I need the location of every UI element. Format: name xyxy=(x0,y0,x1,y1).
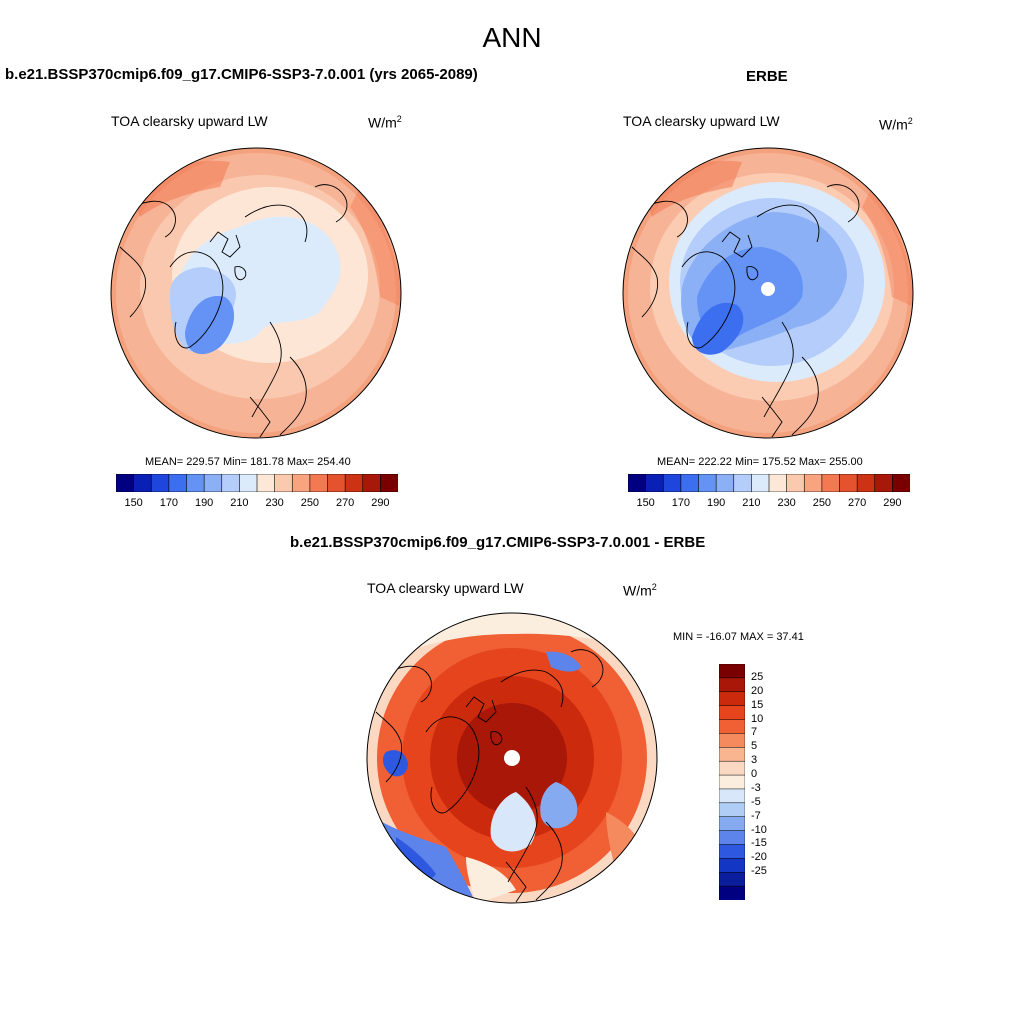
colorbar-tick-label: 0 xyxy=(751,768,758,781)
colorbar-swatch xyxy=(719,664,745,679)
colorbar-swatch xyxy=(133,474,152,492)
colorbar-swatch xyxy=(628,474,647,492)
colorbar-tick-label: 290 xyxy=(883,497,902,509)
colorbar-swatch xyxy=(786,474,805,492)
colorbar-tick-label: 270 xyxy=(335,497,355,509)
colorbar-tick-label: 190 xyxy=(194,497,214,509)
colorbar-swatch xyxy=(719,816,745,832)
colorbar-swatch xyxy=(256,474,276,492)
colorbar-swatch xyxy=(719,719,745,734)
colorbar-swatch xyxy=(719,733,745,748)
panel2-stats: MEAN= 222.22 Min= 175.52 Max= 255.00 xyxy=(657,456,863,468)
colorbar-tick-label: 170 xyxy=(159,497,179,509)
colorbar-tick-label: 20 xyxy=(751,684,764,697)
panel3-colorbar xyxy=(719,664,745,900)
page-title: ANN xyxy=(482,22,542,53)
colorbar-swatch xyxy=(309,474,329,492)
colorbar-swatch xyxy=(719,844,745,859)
colorbar-swatch xyxy=(719,747,745,762)
colorbar-tick-label: 15 xyxy=(751,698,764,711)
colorbar-tick-label: -15 xyxy=(751,837,767,850)
colorbar-swatch xyxy=(719,858,745,873)
colorbar-tick-label: 10 xyxy=(751,712,764,725)
colorbar-swatch xyxy=(768,474,788,492)
panel3-stats: MIN = -16.07 MAX = 37.41 xyxy=(673,631,804,643)
colorbar-swatch xyxy=(221,474,240,492)
colorbar-tick-label: 25 xyxy=(751,670,764,683)
colorbar-tick-label: 230 xyxy=(265,497,284,509)
colorbar-tick-label: -10 xyxy=(751,823,767,836)
colorbar-tick-label: 210 xyxy=(742,497,761,509)
panel1-units: W/m2 xyxy=(368,114,402,131)
colorbar-tick-label: 290 xyxy=(371,497,390,509)
colorbar-swatch xyxy=(291,474,311,492)
colorbar-swatch xyxy=(715,474,735,492)
colorbar-swatch xyxy=(839,474,858,492)
colorbar-tick-label: 5 xyxy=(751,740,758,753)
colorbar-swatch xyxy=(751,474,770,492)
colorbar-swatch xyxy=(698,474,717,492)
colorbar-swatch xyxy=(733,474,752,492)
colorbar-tick-label: -20 xyxy=(751,851,767,864)
colorbar-swatch xyxy=(719,871,745,887)
panel2-case-title: ERBE xyxy=(746,68,788,85)
colorbar-swatch xyxy=(344,474,364,492)
colorbar-swatch xyxy=(719,885,745,900)
panel2-variable-name: TOA clearsky upward LW xyxy=(623,113,780,129)
colorbar-swatch xyxy=(662,474,682,492)
colorbar-swatch xyxy=(380,474,398,492)
colorbar-tick-label: 190 xyxy=(706,497,726,509)
panel2-units: W/m2 xyxy=(879,116,913,133)
panel1-case-title: b.e21.BSSP370cmip6.f09_g17.CMIP6-SSP3-7.… xyxy=(5,66,478,83)
colorbar-tick-label: -7 xyxy=(751,809,761,822)
colorbar-tick-label: 7 xyxy=(751,726,758,739)
colorbar-swatch xyxy=(203,474,223,492)
colorbar-swatch xyxy=(186,474,205,492)
colorbar-tick-label: -5 xyxy=(751,795,761,808)
colorbar-swatch xyxy=(719,760,745,776)
panel2-colorbar xyxy=(628,474,910,492)
colorbar-tick-label: 3 xyxy=(751,754,758,767)
colorbar-swatch xyxy=(362,474,381,492)
colorbar-tick-label: 250 xyxy=(300,497,320,509)
panel3-polar-map xyxy=(366,612,658,904)
panel3-units: W/m2 xyxy=(623,582,657,599)
colorbar-tick-label: 210 xyxy=(230,497,249,509)
panel3-variable-name: TOA clearsky upward LW xyxy=(367,580,524,596)
colorbar-swatch xyxy=(719,774,745,790)
colorbar-swatch xyxy=(719,677,745,693)
colorbar-swatch xyxy=(645,474,664,492)
colorbar-tick-label: -25 xyxy=(751,865,767,878)
colorbar-swatch xyxy=(719,830,745,846)
colorbar-tick-label: 150 xyxy=(124,497,143,509)
colorbar-swatch xyxy=(150,474,170,492)
colorbar-swatch xyxy=(821,474,841,492)
colorbar-swatch xyxy=(239,474,258,492)
panel1-polar-map xyxy=(110,147,402,439)
colorbar-tick-label: 150 xyxy=(636,497,655,509)
colorbar-swatch xyxy=(719,788,745,804)
panel1-stats: MEAN= 229.57 Min= 181.78 Max= 254.40 xyxy=(145,456,351,468)
colorbar-tick-label: 170 xyxy=(671,497,691,509)
colorbar-swatch xyxy=(856,474,876,492)
colorbar-swatch xyxy=(719,691,745,707)
panel2-polar-map xyxy=(622,147,914,439)
panel1-colorbar xyxy=(116,474,398,492)
colorbar-swatch xyxy=(680,474,700,492)
colorbar-swatch xyxy=(719,802,745,818)
colorbar-swatch xyxy=(327,474,346,492)
colorbar-tick-label: 270 xyxy=(847,497,867,509)
colorbar-swatch xyxy=(719,705,745,721)
panel1-variable-name: TOA clearsky upward LW xyxy=(111,113,268,129)
colorbar-swatch xyxy=(168,474,188,492)
colorbar-swatch xyxy=(874,474,893,492)
colorbar-tick-label: -3 xyxy=(751,781,761,794)
colorbar-tick-label: 230 xyxy=(777,497,796,509)
colorbar-swatch xyxy=(892,474,910,492)
panel3-case-title: b.e21.BSSP370cmip6.f09_g17.CMIP6-SSP3-7.… xyxy=(290,534,706,551)
colorbar-swatch xyxy=(116,474,135,492)
colorbar-tick-label: 250 xyxy=(812,497,832,509)
colorbar-swatch xyxy=(274,474,293,492)
colorbar-swatch xyxy=(803,474,823,492)
